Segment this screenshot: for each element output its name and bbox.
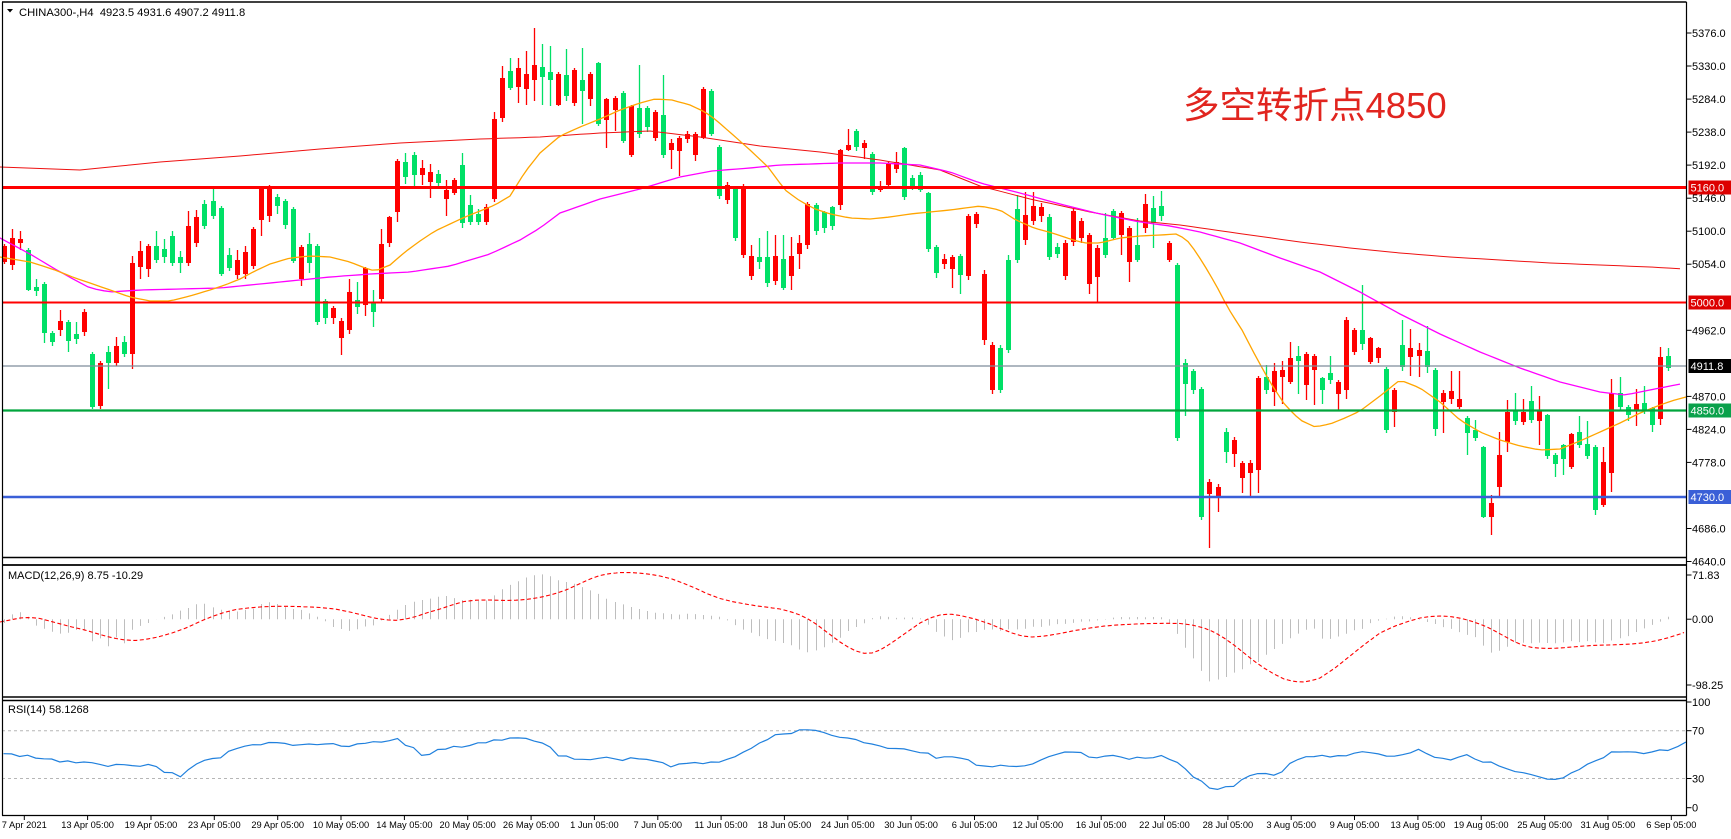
svg-text:0: 0 bbox=[1692, 803, 1698, 815]
svg-text:4870.0: 4870.0 bbox=[1692, 391, 1726, 403]
svg-text:24 Jun 05:00: 24 Jun 05:00 bbox=[821, 820, 875, 830]
svg-text:5330.0: 5330.0 bbox=[1692, 61, 1726, 73]
svg-text:RSI(14) 58.1268: RSI(14) 58.1268 bbox=[8, 704, 89, 716]
svg-text:31 Aug 05:00: 31 Aug 05:00 bbox=[1580, 820, 1635, 830]
svg-text:19 Aug 05:00: 19 Aug 05:00 bbox=[1454, 820, 1509, 830]
svg-text:16 Jul 05:00: 16 Jul 05:00 bbox=[1076, 820, 1127, 830]
svg-text:5000.0: 5000.0 bbox=[1691, 298, 1725, 310]
svg-text:25 Aug 05:00: 25 Aug 05:00 bbox=[1517, 820, 1572, 830]
svg-text:5192.0: 5192.0 bbox=[1692, 160, 1726, 172]
svg-text:5284.0: 5284.0 bbox=[1692, 94, 1726, 106]
svg-text:4850.0: 4850.0 bbox=[1691, 406, 1725, 418]
svg-text:14 May 05:00: 14 May 05:00 bbox=[376, 820, 432, 830]
svg-text:19 Apr 05:00: 19 Apr 05:00 bbox=[125, 820, 178, 830]
svg-text:4824.0: 4824.0 bbox=[1692, 424, 1726, 436]
svg-text:4778.0: 4778.0 bbox=[1692, 457, 1726, 469]
svg-text:1 Jun 05:00: 1 Jun 05:00 bbox=[570, 820, 619, 830]
svg-text:5100.0: 5100.0 bbox=[1692, 226, 1726, 238]
svg-text:30 Jun 05:00: 30 Jun 05:00 bbox=[884, 820, 938, 830]
svg-text:29 Apr 05:00: 29 Apr 05:00 bbox=[251, 820, 304, 830]
svg-text:71.83: 71.83 bbox=[1692, 570, 1720, 582]
svg-text:7 Apr 2021: 7 Apr 2021 bbox=[2, 820, 47, 830]
svg-text:100: 100 bbox=[1692, 697, 1710, 709]
svg-text:3 Aug 05:00: 3 Aug 05:00 bbox=[1266, 820, 1316, 830]
svg-text:5160.0: 5160.0 bbox=[1691, 183, 1725, 195]
svg-text:CHINA300-,H4 4923.5 4931.6 49: CHINA300-,H4 4923.5 4931.6 4907.2 4911.8 bbox=[19, 7, 245, 19]
svg-text:0.00: 0.00 bbox=[1692, 614, 1713, 626]
svg-text:12 Jul 05:00: 12 Jul 05:00 bbox=[1012, 820, 1063, 830]
svg-text:4640.0: 4640.0 bbox=[1692, 557, 1726, 569]
svg-text:5146.0: 5146.0 bbox=[1692, 193, 1726, 205]
svg-text:18 Jun 05:00: 18 Jun 05:00 bbox=[758, 820, 812, 830]
svg-text:20 May 05:00: 20 May 05:00 bbox=[440, 820, 496, 830]
svg-text:4962.0: 4962.0 bbox=[1692, 325, 1726, 337]
svg-text:-98.25: -98.25 bbox=[1692, 680, 1723, 692]
svg-text:13 Apr 05:00: 13 Apr 05:00 bbox=[61, 820, 114, 830]
svg-text:5238.0: 5238.0 bbox=[1692, 127, 1726, 139]
svg-text:9 Aug 05:00: 9 Aug 05:00 bbox=[1330, 820, 1380, 830]
svg-text:70: 70 bbox=[1692, 726, 1704, 738]
svg-text:多空转折点4850: 多空转折点4850 bbox=[1183, 85, 1447, 126]
svg-text:4730.0: 4730.0 bbox=[1691, 492, 1725, 504]
svg-text:22 Jul 05:00: 22 Jul 05:00 bbox=[1139, 820, 1190, 830]
svg-text:30: 30 bbox=[1692, 774, 1704, 786]
svg-text:26 May 05:00: 26 May 05:00 bbox=[503, 820, 559, 830]
svg-text:10 May 05:00: 10 May 05:00 bbox=[313, 820, 369, 830]
svg-text:7 Jun 05:00: 7 Jun 05:00 bbox=[634, 820, 683, 830]
svg-text:23 Apr 05:00: 23 Apr 05:00 bbox=[188, 820, 241, 830]
svg-text:5054.0: 5054.0 bbox=[1692, 259, 1726, 271]
svg-text:6 Sep 05:00: 6 Sep 05:00 bbox=[1646, 820, 1696, 830]
svg-text:6 Jul 05:00: 6 Jul 05:00 bbox=[952, 820, 998, 830]
svg-text:11 Jun 05:00: 11 Jun 05:00 bbox=[695, 820, 748, 830]
svg-text:5376.0: 5376.0 bbox=[1692, 28, 1726, 40]
svg-text:28 Jul 05:00: 28 Jul 05:00 bbox=[1203, 820, 1254, 830]
svg-text:4686.0: 4686.0 bbox=[1692, 524, 1726, 536]
svg-text:13 Aug 05:00: 13 Aug 05:00 bbox=[1390, 820, 1445, 830]
svg-text:4911.8: 4911.8 bbox=[1691, 361, 1724, 373]
svg-text:MACD(12,26,9) 8.75 -10.29: MACD(12,26,9) 8.75 -10.29 bbox=[8, 570, 143, 582]
